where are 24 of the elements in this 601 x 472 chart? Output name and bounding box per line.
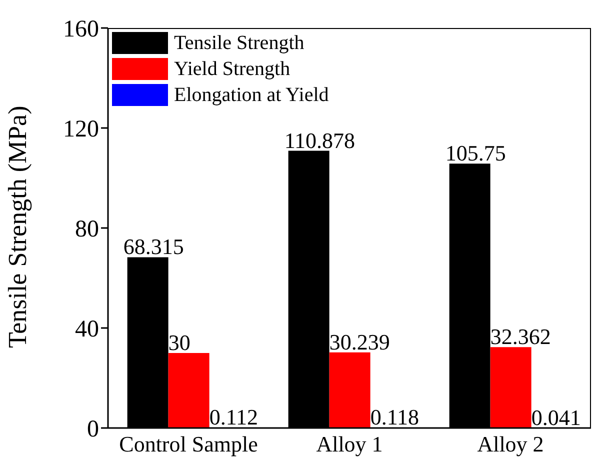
data-label: 0.112 [209, 404, 258, 430]
data-label: 30.239 [329, 329, 390, 354]
bar [329, 352, 370, 428]
x-tick-label: Alloy 1 [316, 432, 383, 457]
data-label: 0.041 [531, 404, 581, 430]
data-label: 110.878 [284, 128, 356, 153]
y-tick-label: 0 [87, 416, 99, 443]
y-tick-label: 120 [63, 116, 99, 143]
y-tick-label: 160 [63, 16, 99, 43]
data-label: 30 [168, 330, 190, 355]
x-tick-label: Control Sample [119, 432, 258, 457]
data-label: 105.75 [445, 140, 506, 166]
data-label: 0.118 [370, 404, 420, 430]
legend-label: Yield Strength [174, 57, 290, 82]
data-label: 32.362 [490, 324, 551, 350]
data-label: 68.315 [123, 234, 184, 260]
x-tick-label: Alloy 2 [477, 432, 544, 457]
bar [490, 347, 532, 428]
legend-label: Elongation at Yield [174, 83, 329, 108]
y-tick-label: 80 [75, 216, 99, 243]
y-tick-label: 40 [75, 316, 99, 343]
y-axis-title: Tensile Strength (MPa) [3, 106, 32, 348]
legend-label: Tensile Strength [174, 31, 304, 56]
bar [168, 353, 210, 428]
